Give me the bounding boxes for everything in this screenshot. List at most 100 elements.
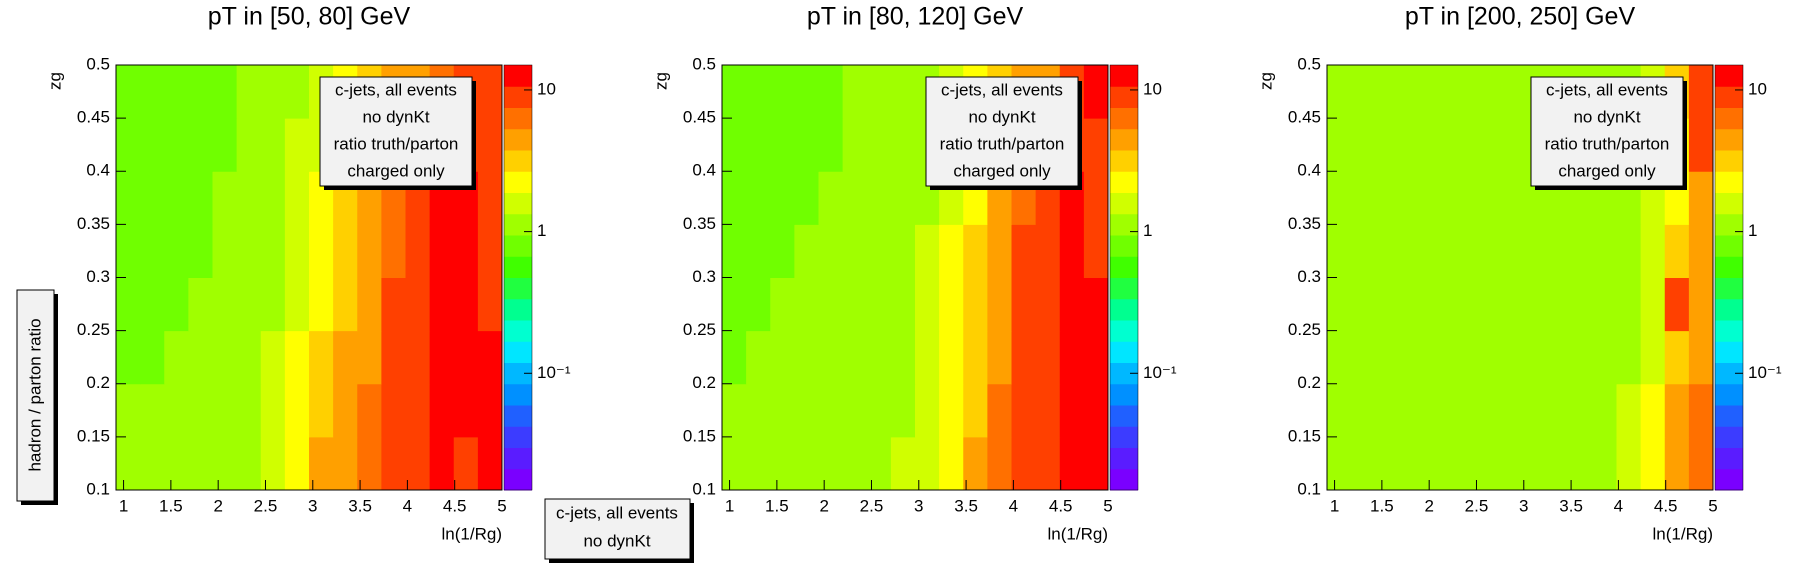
cell (963, 277, 988, 332)
cell (1375, 224, 1400, 278)
cell (140, 383, 165, 438)
cell (333, 330, 358, 385)
cell (357, 436, 382, 491)
cell (770, 383, 795, 438)
cell (1640, 436, 1666, 491)
palette-band (1110, 362, 1138, 385)
x-tick-label: 4 (1614, 496, 1623, 515)
annotation-text: charged only (347, 161, 445, 180)
cell (116, 171, 141, 225)
cell (1688, 224, 1714, 278)
x-tick-label: 1.5 (765, 496, 789, 515)
cell (987, 277, 1012, 332)
cell (1544, 224, 1569, 278)
palette-band (1110, 320, 1138, 342)
cell (1059, 330, 1085, 385)
cell (381, 224, 406, 278)
cell (866, 277, 892, 332)
palette-band (1110, 171, 1138, 193)
cell (842, 224, 868, 278)
cell (357, 383, 382, 438)
cell (429, 224, 455, 278)
palette-band (1715, 468, 1743, 491)
cell (842, 277, 868, 332)
cell (890, 330, 916, 385)
x-tick-label: 2.5 (254, 496, 278, 515)
cell (116, 383, 141, 438)
cell (866, 383, 892, 438)
palette-band (504, 383, 532, 406)
cell (140, 171, 165, 225)
palette-band (1715, 277, 1743, 300)
cell (260, 383, 286, 438)
cell (987, 224, 1012, 278)
cell (140, 330, 165, 385)
palette-band (504, 86, 532, 108)
cell (1011, 330, 1037, 385)
cell (212, 436, 238, 491)
x-tick-label: 1.5 (1370, 496, 1394, 515)
cell (260, 171, 286, 225)
cell (381, 330, 406, 385)
cell (260, 65, 286, 119)
annotation-text: c-jets, all events (941, 80, 1063, 99)
cell (1520, 277, 1545, 332)
y-tick-label: 0.15 (77, 426, 110, 445)
y-tick-label: 0.3 (692, 267, 716, 286)
cell (746, 383, 771, 438)
cell (477, 330, 503, 385)
cell (1399, 65, 1424, 119)
cell (1423, 436, 1449, 491)
palette-band (1715, 426, 1743, 448)
y-tick-label: 0.4 (1297, 161, 1321, 180)
cell (164, 171, 189, 225)
cell (890, 277, 916, 332)
cell (140, 277, 165, 332)
palette-band (1110, 383, 1138, 406)
cell (1664, 330, 1690, 385)
cell (188, 171, 213, 225)
cell (1664, 224, 1690, 278)
cell (794, 383, 819, 438)
cell (309, 224, 334, 278)
y-tick-label: 0.5 (1297, 54, 1321, 73)
cell (477, 383, 503, 438)
cell (429, 383, 455, 438)
cell (890, 224, 916, 278)
cell (188, 383, 213, 438)
cell (212, 383, 238, 438)
cell (1399, 330, 1424, 385)
cell (842, 330, 868, 385)
cell (140, 65, 165, 119)
cell (116, 118, 141, 172)
cell (212, 224, 238, 278)
cell (1035, 436, 1061, 491)
cell (866, 224, 892, 278)
cell (1688, 65, 1714, 119)
x-tick-label: 3.5 (348, 496, 372, 515)
x-tick-label: 4 (403, 496, 412, 515)
cell (722, 436, 747, 491)
cell (1544, 330, 1569, 385)
cell (1447, 330, 1473, 385)
palette-band (504, 298, 532, 321)
cell (188, 436, 213, 491)
cell (236, 224, 262, 278)
palette-band (1110, 426, 1138, 448)
cell (1447, 171, 1473, 225)
cell (1375, 65, 1400, 119)
cell (164, 436, 189, 491)
side-box-text: hadron / parton ratio (25, 318, 44, 471)
cell (429, 330, 455, 385)
cell (842, 118, 868, 172)
palette-band (1715, 320, 1743, 342)
x-tick-label: 4.5 (1654, 496, 1678, 515)
y-tick-label: 0.35 (1288, 214, 1321, 233)
cell (939, 277, 964, 332)
palette-band (1715, 86, 1743, 108)
cell (1083, 224, 1109, 278)
y-axis-label: zg (651, 72, 670, 90)
cell (1083, 277, 1109, 332)
palette-band (504, 107, 532, 130)
cell (1471, 436, 1497, 491)
